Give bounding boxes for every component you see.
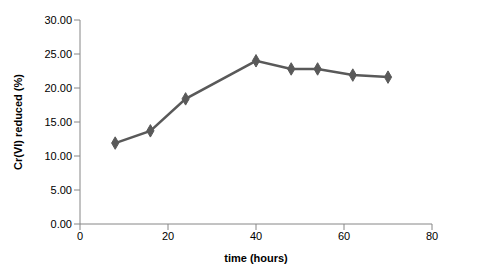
svg-text:20.00: 20.00	[44, 82, 72, 94]
svg-text:30.00: 30.00	[44, 14, 72, 26]
svg-text:40: 40	[250, 230, 262, 242]
svg-text:time (hours): time (hours)	[224, 252, 288, 264]
svg-text:0.00: 0.00	[51, 218, 72, 230]
svg-text:Cr(VI) reduced (%): Cr(VI) reduced (%)	[12, 74, 24, 170]
svg-text:15.00: 15.00	[44, 116, 72, 128]
svg-text:60: 60	[338, 230, 350, 242]
svg-text:5.00: 5.00	[51, 184, 72, 196]
svg-text:25.00: 25.00	[44, 48, 72, 60]
svg-text:10.00: 10.00	[44, 150, 72, 162]
svg-text:80: 80	[426, 230, 438, 242]
svg-text:0: 0	[77, 230, 83, 242]
svg-text:20: 20	[162, 230, 174, 242]
